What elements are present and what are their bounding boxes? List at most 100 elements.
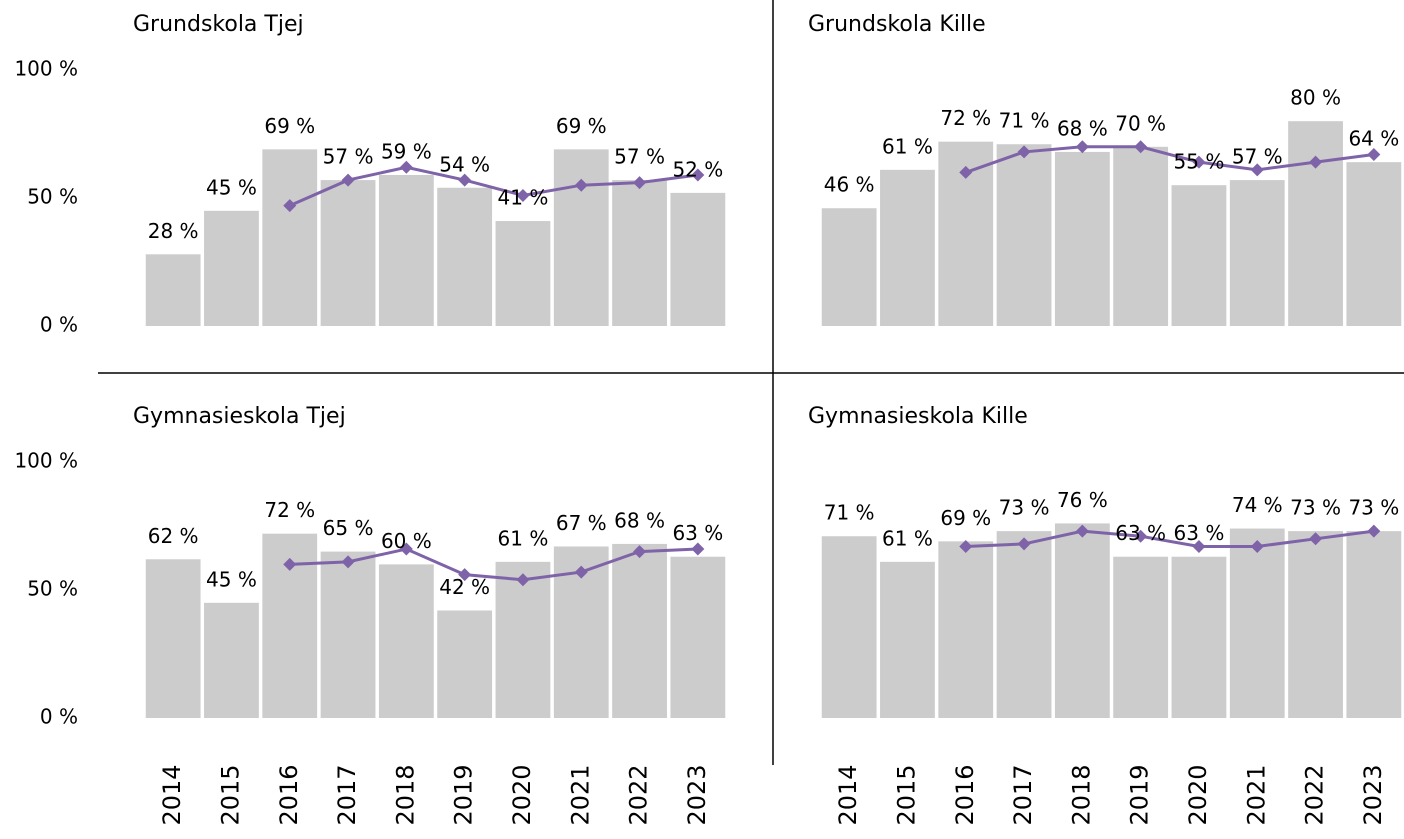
- y-tick-label: 0 %: [40, 705, 78, 729]
- bar: [996, 531, 1052, 718]
- marker: [341, 555, 355, 569]
- y-tick-label: 50 %: [27, 185, 78, 209]
- bar: [1288, 531, 1343, 718]
- line: [965, 529, 1375, 548]
- marker: [399, 160, 413, 174]
- bar: [996, 144, 1052, 326]
- x-tick-label: 2018: [391, 764, 419, 825]
- value-label: 55 %: [1174, 150, 1225, 174]
- value-label: 73 %: [999, 496, 1050, 520]
- bar: [1229, 528, 1285, 718]
- bar: [612, 543, 667, 718]
- chart-title: Gymnasieskola Kille: [808, 404, 1028, 429]
- value-label: 42 %: [439, 575, 490, 599]
- x-tick-label: 2017: [333, 764, 361, 825]
- value-label: 63 %: [1115, 521, 1166, 545]
- value-label: 28 %: [148, 219, 199, 243]
- value-label: 57 %: [323, 145, 374, 169]
- marker: [1367, 147, 1381, 161]
- bar: [1113, 556, 1169, 718]
- line: [965, 145, 1375, 174]
- x-tick-label: 2017: [1009, 764, 1037, 825]
- value-label: 72 %: [264, 498, 315, 522]
- value-label: 74 %: [1232, 493, 1283, 517]
- bar: [437, 610, 493, 718]
- bar: [1229, 180, 1285, 326]
- x-tick-label: 2014: [158, 764, 186, 825]
- marker: [1017, 145, 1031, 159]
- value-label: 57 %: [1232, 145, 1283, 169]
- bar: [1346, 531, 1402, 718]
- marker: [1075, 140, 1089, 154]
- value-label: 54 %: [439, 152, 490, 176]
- marker: [283, 557, 297, 571]
- value-label: 73 %: [1290, 496, 1341, 520]
- value-label: 60 %: [381, 529, 432, 553]
- x-tick-label: 2016: [275, 764, 303, 825]
- bar: [670, 192, 726, 326]
- value-label: 61 %: [498, 526, 549, 550]
- marker: [691, 542, 705, 556]
- value-label: 69 %: [940, 506, 991, 530]
- bar: [1054, 151, 1110, 326]
- bar: [938, 541, 994, 718]
- line: [289, 547, 698, 582]
- value-label: 46 %: [824, 173, 875, 197]
- x-tick-label: 2016: [951, 764, 979, 825]
- bar: [204, 602, 259, 718]
- bar: [1288, 121, 1343, 326]
- value-label: 41 %: [498, 186, 549, 210]
- bar: [378, 564, 434, 718]
- x-tick-label: 2021: [566, 764, 594, 825]
- x-tick-label: 2023: [1359, 764, 1387, 825]
- bar: [320, 551, 376, 718]
- marker: [959, 539, 973, 553]
- bar: [1054, 523, 1110, 718]
- value-label: 68 %: [614, 508, 665, 532]
- value-label: 61 %: [882, 134, 933, 158]
- marker: [458, 173, 472, 187]
- chart-title: Grundskola Tjej: [133, 12, 304, 37]
- marker: [1309, 532, 1323, 546]
- chart-title: Gymnasieskola Tjej: [133, 404, 346, 429]
- bar: [1171, 185, 1227, 326]
- bar: [320, 180, 376, 326]
- x-tick-label: 2023: [683, 764, 711, 825]
- bar: [145, 254, 201, 326]
- marker: [399, 542, 413, 556]
- bar: [553, 149, 609, 326]
- marker: [633, 545, 647, 559]
- value-label: 71 %: [824, 501, 875, 525]
- marker: [1134, 529, 1148, 543]
- bar: [262, 149, 318, 326]
- value-label: 72 %: [940, 106, 991, 130]
- bar: [612, 180, 667, 326]
- x-tick-label: 2018: [1067, 764, 1095, 825]
- marker: [341, 173, 355, 187]
- value-label: 62 %: [148, 524, 199, 548]
- marker: [458, 568, 472, 582]
- marker: [633, 176, 647, 190]
- value-label: 63 %: [1174, 521, 1225, 545]
- value-label: 67 %: [556, 511, 607, 535]
- bar: [437, 187, 493, 326]
- value-label: 65 %: [323, 516, 374, 540]
- y-tick-label: 100 %: [14, 449, 78, 473]
- value-label: 73 %: [1348, 496, 1399, 520]
- marker: [1134, 140, 1148, 154]
- marker: [516, 188, 530, 202]
- value-label: 71 %: [999, 109, 1050, 133]
- bar: [821, 208, 877, 326]
- marker: [1075, 524, 1089, 538]
- value-label: 61 %: [882, 526, 933, 550]
- bar: [670, 556, 726, 718]
- value-label: 59 %: [381, 139, 432, 163]
- y-tick-label: 0 %: [40, 313, 78, 337]
- value-label: 45 %: [206, 175, 257, 199]
- x-tick-label: 2019: [450, 764, 478, 825]
- line: [289, 165, 699, 208]
- marker: [574, 178, 588, 192]
- marker: [1309, 155, 1323, 169]
- value-label: 69 %: [556, 114, 607, 138]
